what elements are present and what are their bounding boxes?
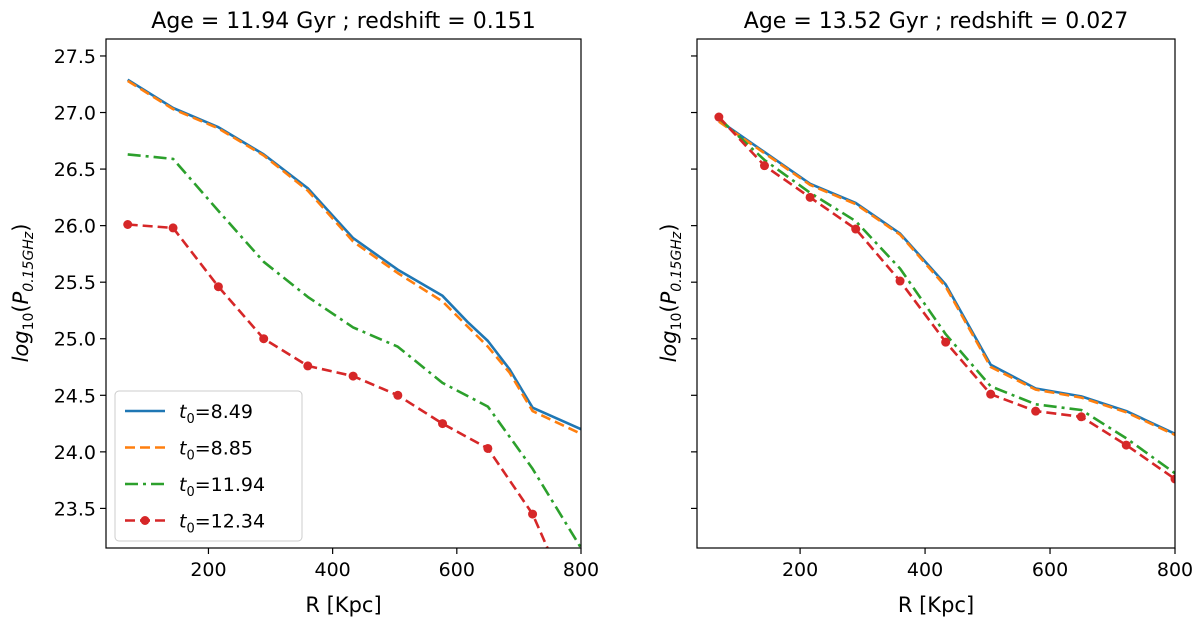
legend-label: t0=8.49 <box>179 401 253 427</box>
x-tick-label: 800 <box>1157 559 1193 581</box>
x-tick-label: 400 <box>907 559 943 581</box>
y-tick-label: 24.5 <box>54 385 96 407</box>
data-point-t0-12-34 <box>1170 474 1175 484</box>
legend-label: t0=11.94 <box>179 474 265 500</box>
data-point-t0-12-34 <box>805 192 815 202</box>
data-point-t0-12-34 <box>528 509 538 519</box>
data-point-t0-12-34 <box>1076 412 1086 422</box>
series-line-t0-8-49 <box>127 78 581 431</box>
chart-panel-2: Age = 13.52 Gyr ; redshift = 0.027 200 400… <box>657 9 1193 617</box>
plot-frame <box>105 38 582 549</box>
chart-panel-1: Age = 11.94 Gyr ; redshift = 0.151 200 400… <box>9 9 599 617</box>
series-line-t0-8-85 <box>718 120 1175 437</box>
data-point-t0-12-34 <box>303 361 313 371</box>
chart-title: Age = 13.52 Gyr ; redshift = 0.027 <box>744 9 1128 34</box>
y-tick-label: 25.5 <box>54 272 96 294</box>
data-point-t0-12-34 <box>714 112 724 122</box>
series-line-t0-12-34 <box>717 116 1175 481</box>
data-point-t0-12-34 <box>1121 440 1131 450</box>
legend-marker <box>140 516 150 525</box>
x-axis-label: R [Kpc] <box>305 593 381 617</box>
data-point-t0-12-34 <box>438 419 448 429</box>
y-tick-label: 23.5 <box>54 498 96 520</box>
y-tick-label: 27.5 <box>54 46 96 68</box>
x-axis-label: R [Kpc] <box>898 593 974 617</box>
series-group <box>714 112 1175 484</box>
plot-frame <box>696 38 1176 549</box>
data-point-t0-12-34 <box>545 549 554 558</box>
data-point-t0-12-34 <box>895 276 905 286</box>
data-point-t0-12-34 <box>123 220 133 230</box>
series-line-t0-11-94 <box>718 117 1175 475</box>
chart-title: Age = 11.94 Gyr ; redshift = 0.151 <box>151 9 535 34</box>
data-point-t0-12-34 <box>851 224 861 234</box>
x-tick-label: 200 <box>190 559 226 581</box>
y-tick-label: 26.5 <box>54 159 96 181</box>
series-line-t0-8-85 <box>127 79 581 435</box>
data-point-t0-12-34 <box>168 223 178 233</box>
legend-label: t0=12.34 <box>179 511 265 537</box>
x-tick-label: 600 <box>439 559 475 581</box>
legend-box <box>114 390 303 542</box>
data-point-t0-12-34 <box>259 334 269 344</box>
y-tick-label: 24.0 <box>54 442 96 464</box>
data-point-t0-12-34 <box>483 443 493 453</box>
legend-label: t0=8.85 <box>179 438 253 464</box>
series-line-t0-8-49 <box>718 119 1175 435</box>
x-tick-label: 400 <box>315 559 351 581</box>
legend: t0=8.49 t0=8.85 t0=11.94 t0=12.34 <box>114 390 303 542</box>
data-point-t0-12-34 <box>1031 406 1041 416</box>
y-tick-label: 27.0 <box>54 103 96 125</box>
x-tick-label: 600 <box>1032 559 1068 581</box>
data-point-t0-12-34 <box>348 371 358 381</box>
data-point-t0-12-34 <box>941 337 951 347</box>
data-point-t0-12-34 <box>213 282 223 292</box>
x-tick-label: 800 <box>563 559 599 581</box>
y-axis-label: log10(P0.15GHz) <box>657 224 685 363</box>
series-group <box>123 78 581 558</box>
data-point-t0-12-34 <box>393 390 403 400</box>
y-tick-label: 26.0 <box>54 216 96 238</box>
y-tick-label: 25.0 <box>54 329 96 351</box>
y-axis-label: log10(P0.15GHz) <box>9 224 37 363</box>
data-point-t0-12-34 <box>986 389 996 399</box>
x-tick-label: 200 <box>782 559 818 581</box>
series-line-t0-11-94 <box>127 153 581 548</box>
data-point-t0-12-34 <box>759 161 769 171</box>
